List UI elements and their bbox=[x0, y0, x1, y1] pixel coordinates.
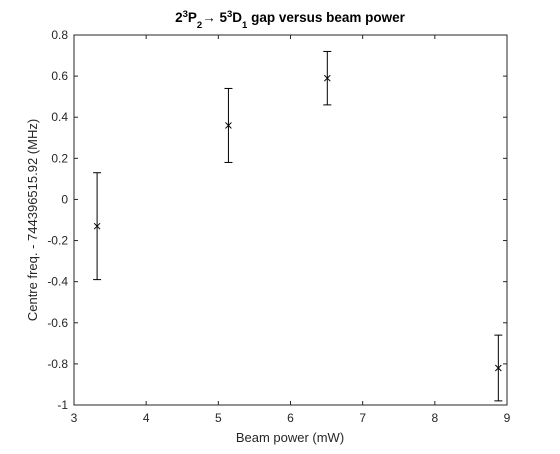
x-tick-label: 7 bbox=[359, 411, 366, 425]
title-segment: 3 bbox=[183, 9, 188, 20]
y-tick-label: 0.8 bbox=[51, 28, 68, 42]
title-segment: P bbox=[188, 10, 197, 25]
x-tick-label: 5 bbox=[215, 411, 222, 425]
x-marker bbox=[323, 74, 331, 82]
data-points bbox=[93, 50, 503, 402]
x-tick-label: 4 bbox=[143, 411, 150, 425]
y-tick-label: 0.4 bbox=[51, 110, 68, 124]
y-tick-label: 0 bbox=[61, 192, 68, 206]
title-segment: 3 bbox=[227, 9, 232, 20]
x-marker bbox=[93, 222, 101, 230]
y-tick-label: -0.6 bbox=[47, 316, 68, 330]
title-segment: 2 bbox=[175, 10, 183, 25]
title-segment: 2 bbox=[197, 20, 202, 31]
data-point bbox=[224, 87, 233, 163]
y-tick-label: -1 bbox=[57, 398, 68, 412]
title-segment: → 5 bbox=[202, 10, 227, 25]
title-segment: D bbox=[232, 10, 242, 25]
y-tick-label: -0.2 bbox=[47, 234, 68, 248]
y-axis-title: Centre freq. - 744396515.92 (MHz) bbox=[25, 119, 40, 321]
y-tick-label: -0.4 bbox=[47, 275, 68, 289]
plot-area bbox=[73, 34, 508, 406]
x-tick-label: 9 bbox=[504, 411, 511, 425]
axis-ticks: 3 4 5 6 7 8 9 -1 -0.8 -0.6 -0.4 -0.2 0 0.2 0.4 0.6 0.8 bbox=[47, 28, 510, 425]
chart-title: 23P2→ 53D1 gap versus beam power bbox=[175, 9, 406, 31]
data-point bbox=[93, 172, 102, 281]
x-marker bbox=[225, 122, 232, 129]
data-point bbox=[323, 50, 332, 106]
x-tick-label: 8 bbox=[431, 411, 438, 425]
data-point bbox=[494, 334, 503, 402]
y-tick-label: 0.2 bbox=[51, 151, 68, 165]
y-tick-label: 0.6 bbox=[51, 69, 68, 83]
x-axis-title: Beam power (mW) bbox=[236, 430, 344, 445]
title-segment: 1 bbox=[242, 20, 248, 31]
x-tick-label: 6 bbox=[287, 411, 294, 425]
x-marker bbox=[494, 364, 502, 372]
y-tick-label: -0.8 bbox=[47, 357, 68, 371]
x-tick-label: 3 bbox=[71, 411, 78, 425]
title-segment: gap versus beam power bbox=[247, 10, 405, 25]
